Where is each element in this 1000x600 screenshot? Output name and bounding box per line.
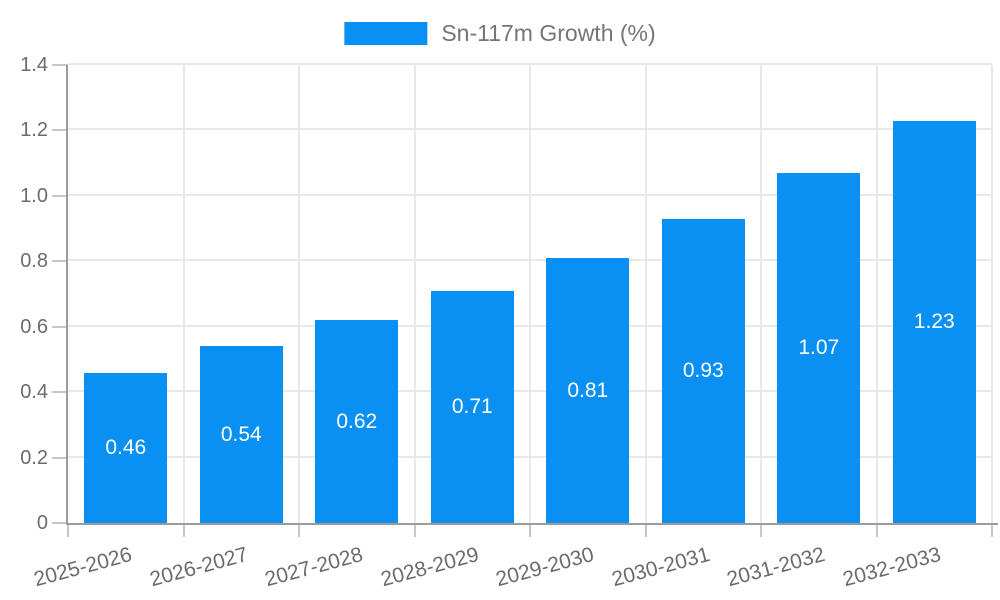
legend-label: Sn-117m Growth (%) (441, 19, 656, 46)
y-tick (52, 522, 68, 524)
x-axis-label: 2029-2030 (493, 543, 597, 592)
bar-value-label: 0.81 (567, 378, 609, 402)
x-tick (413, 523, 416, 537)
x-tick (760, 523, 762, 537)
x-axis-line (66, 523, 998, 525)
y-tick (52, 194, 68, 197)
x-axis-label: 2031-2032 (724, 543, 828, 592)
x-axis-label: 2030-2031 (609, 543, 713, 592)
y-tick (52, 391, 68, 394)
y-tick (52, 64, 68, 66)
x-axis-label: 2026-2027 (147, 543, 251, 592)
bar[interactable] (199, 346, 283, 523)
gridline-v (644, 65, 647, 523)
gridline-h (68, 63, 992, 65)
bar[interactable] (315, 320, 399, 523)
x-tick (67, 523, 69, 537)
y-axis-label: 1.4 (20, 54, 48, 76)
bar-value-label: 0.93 (682, 358, 724, 382)
gridline-v (413, 65, 416, 523)
y-tick (52, 129, 68, 132)
y-tick (52, 456, 68, 459)
x-axis-label: 2028-2029 (378, 543, 482, 592)
gridline-v (875, 65, 878, 523)
bar[interactable] (430, 290, 514, 523)
y-tick (52, 260, 68, 263)
x-tick (529, 523, 531, 537)
x-axis-label: 2032-2033 (840, 543, 944, 592)
gridline-v (529, 65, 531, 523)
bar-value-label: 1.23 (913, 309, 955, 333)
gridline-v (182, 65, 185, 523)
y-tick (52, 325, 68, 328)
y-axis-label: 1.0 (20, 184, 48, 207)
x-tick (182, 523, 185, 537)
bar[interactable] (892, 120, 976, 523)
x-tick (875, 523, 878, 537)
legend-item[interactable]: Sn-117m Growth (%) (344, 19, 656, 46)
y-axis-label: 0.6 (20, 315, 48, 338)
bar-value-label: 0.54 (220, 422, 262, 446)
y-axis-label: 0 (36, 512, 48, 534)
x-tick (298, 523, 300, 537)
bar-value-label: 0.46 (105, 435, 147, 459)
bar[interactable] (546, 258, 630, 523)
y-axis-label: 0.8 (20, 250, 48, 273)
bar-value-label: 0.71 (451, 394, 493, 418)
y-axis-label: 0.2 (20, 446, 48, 469)
bar-value-label: 1.07 (798, 335, 840, 359)
bar[interactable] (777, 172, 861, 523)
x-axis-label: 2027-2028 (262, 543, 366, 592)
gridline-v (298, 65, 300, 523)
y-axis-line (66, 65, 68, 523)
x-axis-label: 2025-2026 (31, 543, 135, 592)
y-axis-label: 1.2 (20, 119, 48, 142)
bar[interactable] (661, 218, 745, 523)
bar[interactable] (84, 372, 168, 523)
y-axis-label: 0.4 (20, 381, 48, 404)
x-tick (644, 523, 647, 537)
legend-swatch (344, 21, 428, 45)
bar-value-label: 0.62 (336, 409, 378, 433)
x-tick (991, 523, 993, 537)
gridline-v (991, 65, 993, 523)
gridline-v (760, 65, 762, 523)
